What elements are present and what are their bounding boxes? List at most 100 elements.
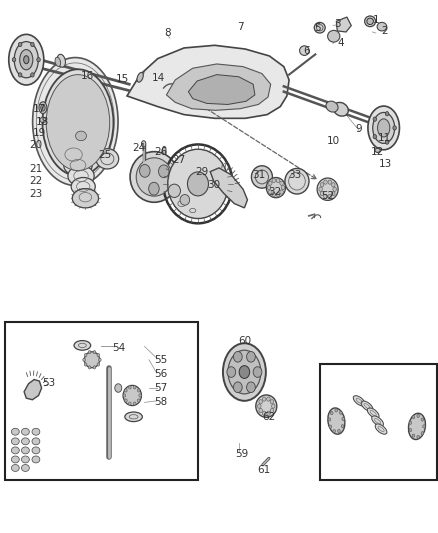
Text: 3: 3 [334, 19, 341, 29]
Ellipse shape [32, 438, 40, 445]
Text: 25: 25 [99, 150, 112, 159]
Circle shape [267, 185, 271, 190]
Circle shape [333, 187, 336, 191]
Ellipse shape [32, 456, 40, 463]
Circle shape [341, 425, 344, 428]
Ellipse shape [41, 104, 45, 111]
Circle shape [276, 179, 280, 183]
Polygon shape [188, 75, 255, 104]
Circle shape [37, 58, 40, 62]
Circle shape [159, 165, 169, 177]
Text: 31: 31 [252, 170, 265, 180]
Text: 58: 58 [155, 398, 168, 407]
Ellipse shape [136, 158, 172, 196]
Ellipse shape [168, 184, 180, 197]
Ellipse shape [72, 189, 99, 208]
Circle shape [417, 414, 420, 417]
Circle shape [18, 73, 22, 77]
Ellipse shape [300, 46, 309, 55]
Ellipse shape [223, 343, 266, 401]
Circle shape [276, 192, 280, 197]
Ellipse shape [21, 447, 29, 454]
Ellipse shape [71, 177, 95, 196]
Ellipse shape [180, 195, 190, 205]
Text: 23: 23 [29, 189, 42, 199]
Ellipse shape [375, 424, 387, 434]
Circle shape [97, 363, 100, 366]
Ellipse shape [137, 72, 143, 82]
Circle shape [99, 358, 101, 361]
Circle shape [412, 434, 415, 437]
Ellipse shape [64, 155, 92, 176]
Ellipse shape [367, 18, 373, 25]
Ellipse shape [55, 57, 60, 67]
Circle shape [281, 185, 285, 190]
Circle shape [342, 417, 345, 421]
Circle shape [373, 134, 377, 139]
Ellipse shape [328, 408, 345, 434]
Ellipse shape [186, 206, 199, 215]
Circle shape [272, 404, 275, 408]
Text: 61: 61 [257, 465, 270, 475]
Ellipse shape [84, 352, 99, 368]
Ellipse shape [168, 149, 228, 219]
Circle shape [97, 353, 100, 357]
Text: 21: 21 [29, 165, 42, 174]
Ellipse shape [68, 166, 94, 186]
Ellipse shape [409, 413, 425, 440]
Text: 59: 59 [235, 449, 248, 459]
Text: 9: 9 [356, 124, 363, 134]
Circle shape [333, 430, 336, 433]
Ellipse shape [228, 350, 261, 394]
Ellipse shape [266, 177, 286, 198]
Ellipse shape [251, 166, 272, 188]
Ellipse shape [46, 75, 110, 171]
Text: 19: 19 [33, 128, 46, 138]
Circle shape [134, 402, 136, 405]
Circle shape [128, 402, 131, 405]
Ellipse shape [361, 401, 373, 411]
Text: 24: 24 [133, 143, 146, 153]
Text: 53: 53 [42, 378, 56, 387]
Ellipse shape [24, 55, 29, 63]
Circle shape [320, 183, 324, 187]
Circle shape [247, 382, 255, 393]
Circle shape [423, 425, 425, 428]
Circle shape [83, 358, 85, 361]
Ellipse shape [58, 142, 89, 166]
Ellipse shape [11, 447, 19, 454]
Circle shape [253, 367, 262, 377]
Polygon shape [210, 168, 247, 208]
Ellipse shape [11, 429, 19, 435]
Ellipse shape [32, 429, 40, 435]
Circle shape [335, 409, 338, 412]
Text: 26: 26 [155, 147, 168, 157]
Ellipse shape [74, 341, 91, 350]
Circle shape [385, 111, 389, 116]
Bar [320, 364, 437, 480]
Text: 20: 20 [29, 140, 42, 150]
Text: 22: 22 [29, 176, 42, 186]
Circle shape [84, 353, 87, 357]
Text: 7: 7 [237, 22, 244, 31]
Text: 54: 54 [113, 343, 126, 352]
Ellipse shape [187, 172, 208, 196]
Text: 13: 13 [379, 159, 392, 168]
Ellipse shape [21, 438, 29, 445]
Circle shape [239, 366, 250, 378]
Ellipse shape [57, 54, 65, 67]
Circle shape [84, 363, 87, 366]
Circle shape [93, 366, 96, 369]
Circle shape [134, 386, 136, 389]
Ellipse shape [39, 102, 47, 114]
Ellipse shape [9, 34, 44, 85]
Circle shape [267, 397, 270, 401]
Circle shape [280, 181, 283, 185]
Ellipse shape [141, 141, 146, 147]
Text: 14: 14 [152, 74, 165, 83]
Circle shape [421, 432, 424, 435]
Ellipse shape [21, 429, 29, 435]
Circle shape [88, 351, 91, 354]
Circle shape [259, 408, 262, 413]
Ellipse shape [21, 456, 29, 463]
